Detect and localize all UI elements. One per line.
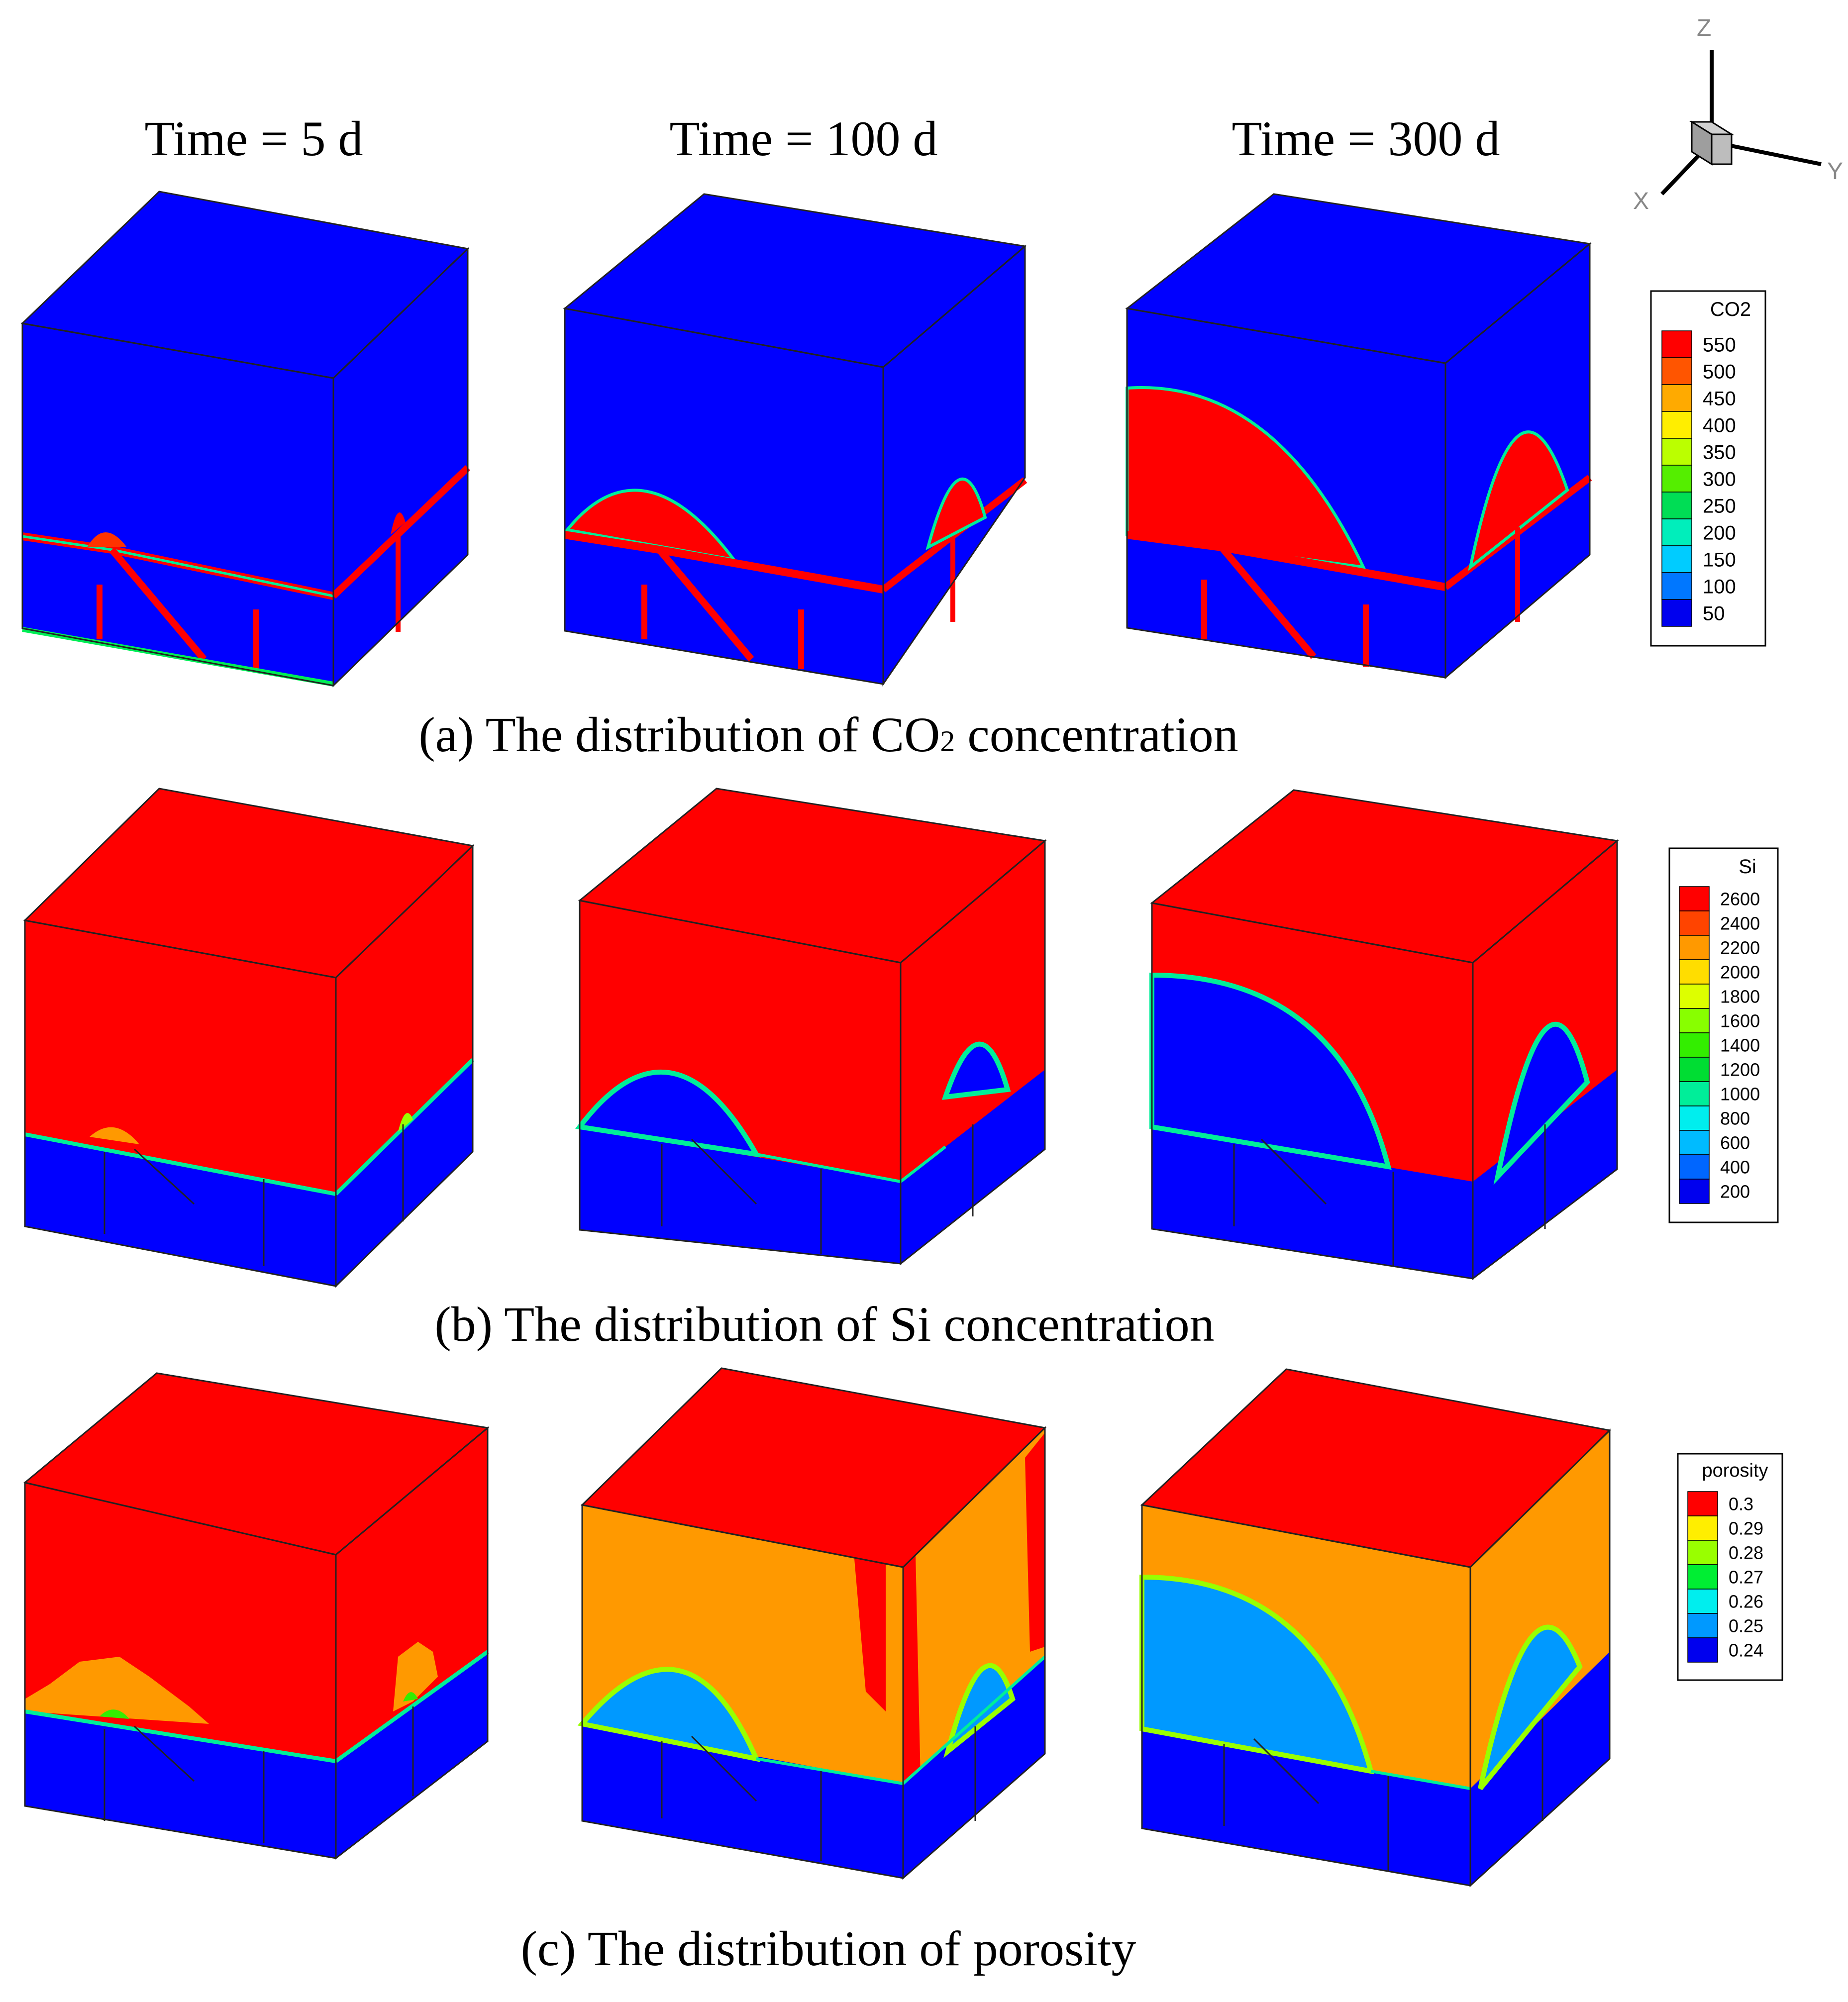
legend-porosity-level: 0.28 bbox=[1729, 1542, 1763, 1563]
legend-si-level: 2400 bbox=[1720, 913, 1760, 933]
legend-si-level: 400 bbox=[1720, 1157, 1750, 1177]
legend-porosity-swatch bbox=[1687, 1589, 1718, 1614]
legend-co2-swatch bbox=[1661, 357, 1692, 385]
time-label-300d: Time = 300 d bbox=[1232, 111, 1500, 166]
legend-si-title: Si bbox=[1739, 856, 1756, 878]
legend-si-swatch bbox=[1679, 1130, 1710, 1155]
axis-label-z: Z bbox=[1697, 15, 1711, 41]
legend-porosity-swatch bbox=[1687, 1540, 1718, 1565]
legend-si: Si 2600 2400 2200 2000 1800 1600 1400 1200 1000 8… bbox=[1668, 847, 1779, 1223]
time-label-100d: Time = 100 d bbox=[670, 111, 938, 166]
legend-co2-swatch bbox=[1661, 330, 1692, 358]
time-label-5d: Time = 5 d bbox=[145, 111, 363, 166]
legend-co2-swatch bbox=[1661, 411, 1692, 439]
legend-porosity-swatch bbox=[1687, 1613, 1718, 1638]
legend-si-swatch bbox=[1679, 959, 1710, 985]
legend-co2-level: 200 bbox=[1703, 522, 1736, 544]
legend-co2-level: 100 bbox=[1703, 576, 1736, 598]
caption-a-subscript: 2 bbox=[940, 725, 955, 758]
legend-si-level: 1000 bbox=[1720, 1084, 1760, 1104]
legend-porosity-level: 0.29 bbox=[1729, 1518, 1763, 1538]
legend-co2-level: 550 bbox=[1703, 334, 1736, 356]
legend-porosity-swatch bbox=[1687, 1637, 1718, 1663]
legend-co2-level: 400 bbox=[1703, 414, 1736, 436]
caption-a-suffix: concentration bbox=[955, 707, 1238, 762]
caption-c: (c) The distribution of porosity bbox=[521, 1921, 1136, 1976]
legend-co2-swatch bbox=[1661, 572, 1692, 600]
legend-si-swatch bbox=[1679, 984, 1710, 1009]
legend-porosity-level: 0.27 bbox=[1729, 1567, 1763, 1587]
legend-porosity-level: 0.26 bbox=[1729, 1591, 1763, 1611]
legend-si-swatch bbox=[1679, 935, 1710, 960]
legend-co2: CO2 550 500 450 400 350 300 250 200 150 100 50 bbox=[1650, 290, 1766, 647]
legend-co2-level: 250 bbox=[1703, 495, 1736, 517]
legend-si-level: 1200 bbox=[1720, 1059, 1760, 1080]
legend-porosity: porosity 0.3 0.29 0.28 0.27 0.26 0.25 0.24 bbox=[1677, 1453, 1783, 1681]
legend-co2-swatch bbox=[1661, 384, 1692, 412]
legend-si-level: 1800 bbox=[1720, 986, 1760, 1006]
legend-si-level: 1400 bbox=[1720, 1035, 1760, 1055]
legend-porosity-title: porosity bbox=[1702, 1460, 1768, 1481]
legend-co2-level: 150 bbox=[1703, 549, 1736, 571]
legend-si-swatch bbox=[1679, 1057, 1710, 1082]
legend-si-swatch bbox=[1679, 1081, 1710, 1106]
legend-si-swatch bbox=[1679, 1032, 1710, 1058]
porosity-cube-5d bbox=[23, 1372, 490, 1860]
co2-cube-100d bbox=[563, 193, 1027, 687]
legend-porosity-level: 0.25 bbox=[1729, 1615, 1763, 1636]
legend-co2-swatch bbox=[1661, 599, 1692, 627]
axis-label-x: X bbox=[1633, 188, 1649, 214]
legend-si-level: 2000 bbox=[1720, 962, 1760, 982]
legend-co2-level: 500 bbox=[1703, 361, 1736, 383]
legend-co2-swatch bbox=[1661, 465, 1692, 493]
legend-co2-swatch bbox=[1661, 438, 1692, 466]
co2-cube-300d bbox=[1125, 193, 1592, 680]
legend-co2-swatch bbox=[1661, 492, 1692, 519]
legend-si-level: 2200 bbox=[1720, 937, 1760, 958]
si-cube-100d bbox=[575, 788, 1047, 1266]
legend-porosity-swatch bbox=[1687, 1515, 1718, 1541]
legend-si-level: 2600 bbox=[1720, 889, 1760, 909]
porosity-cube-300d bbox=[1139, 1368, 1612, 1888]
co2-cube-5d bbox=[20, 191, 470, 688]
legend-porosity-swatch bbox=[1687, 1491, 1718, 1516]
legend-co2-level: 350 bbox=[1703, 441, 1736, 463]
legend-porosity-level: 0.24 bbox=[1729, 1640, 1763, 1660]
axis-triad: Z Y X bbox=[1633, 15, 1843, 214]
caption-a: (a) The distribution of CO2 concentratio… bbox=[418, 707, 1238, 762]
legend-si-level: 600 bbox=[1720, 1132, 1750, 1153]
legend-si-swatch bbox=[1679, 1105, 1710, 1131]
si-cube-5d bbox=[23, 788, 475, 1288]
axis-label-y: Y bbox=[1827, 158, 1843, 185]
legend-si-swatch bbox=[1679, 886, 1710, 911]
caption-b: (b) The distribution of Si concentration bbox=[434, 1297, 1214, 1352]
legend-si-level: 1600 bbox=[1720, 1010, 1760, 1031]
legend-porosity-level: 0.3 bbox=[1729, 1494, 1753, 1514]
caption-a-prefix: (a) The distribution of CO bbox=[418, 707, 940, 762]
si-cube-300d bbox=[1149, 789, 1619, 1281]
legend-si-swatch bbox=[1679, 910, 1710, 936]
legend-si-level: 800 bbox=[1720, 1108, 1750, 1128]
legend-si-swatch bbox=[1679, 1008, 1710, 1033]
legend-porosity-swatch bbox=[1687, 1564, 1718, 1590]
legend-co2-level: 300 bbox=[1703, 468, 1736, 490]
porosity-cube-100d bbox=[577, 1367, 1047, 1880]
legend-si-swatch bbox=[1679, 1179, 1710, 1204]
legend-co2-swatch bbox=[1661, 518, 1692, 546]
legend-co2-swatch bbox=[1661, 545, 1692, 573]
legend-co2-title: CO2 bbox=[1710, 299, 1751, 320]
legend-co2-level: 50 bbox=[1703, 602, 1725, 624]
legend-co2-level: 450 bbox=[1703, 388, 1736, 409]
legend-si-level: 200 bbox=[1720, 1181, 1750, 1201]
legend-si-swatch bbox=[1679, 1154, 1710, 1180]
